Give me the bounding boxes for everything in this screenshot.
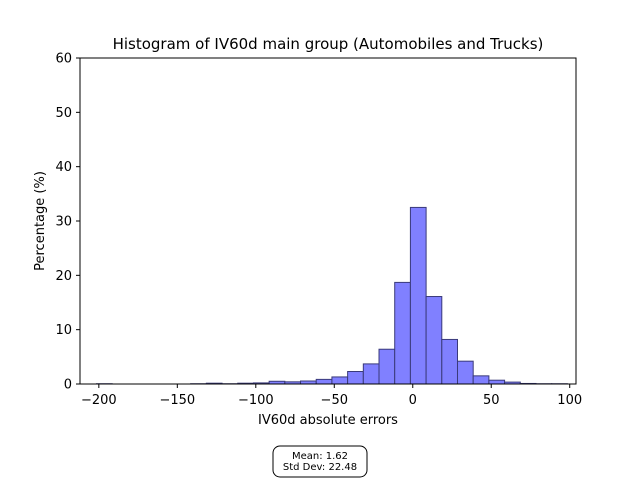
histogram-bar — [488, 379, 506, 385]
histogram-bar — [378, 348, 396, 385]
x-tick-label: −50 — [321, 393, 348, 408]
x-axis-ticks: −200 −150 −100 −50 0 50 100 — [81, 384, 582, 408]
x-tick-label: −100 — [238, 393, 274, 408]
histogram-bar — [394, 281, 411, 385]
x-tick-label: −150 — [159, 393, 195, 408]
histogram-bar — [425, 296, 443, 385]
plot-frame — [79, 57, 577, 385]
histogram-bar — [409, 206, 427, 385]
x-tick-label: 0 — [409, 393, 417, 408]
x-tick-label: 100 — [557, 393, 582, 408]
y-tick-label: 20 — [55, 269, 72, 284]
y-axis-ticks: 0 10 20 30 40 50 60 — [55, 52, 80, 393]
histogram-bars — [95, 206, 568, 385]
stats-box: Mean: 1.62 Std Dev: 22.48 — [272, 445, 368, 478]
stats-box-frame — [272, 445, 368, 478]
y-tick-label: 0 — [64, 378, 72, 393]
histogram-bar — [456, 360, 474, 385]
x-tick-label: −200 — [81, 393, 117, 408]
x-tick-label: 50 — [483, 393, 500, 408]
stats-mean: Mean: 1.62 — [292, 451, 348, 462]
y-tick-label: 30 — [55, 215, 72, 230]
x-axis-title: IV60d absolute errors — [258, 413, 398, 428]
y-axis-title: Percentage (%) — [33, 171, 48, 271]
histogram-bar — [331, 376, 349, 385]
stats-std-dev: Std Dev: 22.48 — [283, 462, 357, 473]
histogram-bar — [472, 375, 490, 385]
y-tick-label: 60 — [55, 52, 72, 67]
y-tick-label: 40 — [55, 160, 72, 175]
histogram-bar — [347, 371, 364, 385]
chart-title: Histogram of IV60d main group (Automobil… — [113, 35, 544, 53]
y-tick-label: 10 — [55, 323, 72, 338]
histogram-bar — [315, 378, 333, 385]
y-tick-label: 50 — [55, 106, 72, 121]
histogram-bar — [362, 363, 380, 385]
histogram-bar — [441, 338, 458, 385]
